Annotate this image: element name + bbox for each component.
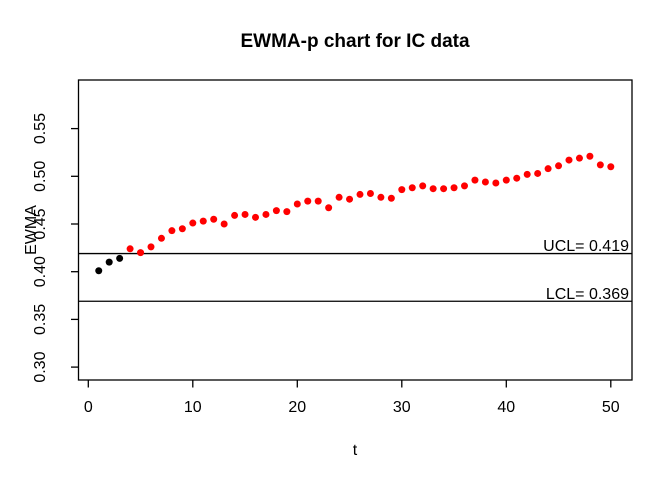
data-point bbox=[325, 204, 333, 212]
y-tick-label: 0.45 bbox=[32, 208, 49, 239]
data-point bbox=[220, 220, 228, 228]
data-point bbox=[178, 225, 186, 233]
y-axis-title: EWMA bbox=[23, 205, 40, 255]
data-point bbox=[387, 194, 395, 202]
x-tick-label: 50 bbox=[602, 399, 620, 416]
y-tick-label: 0.40 bbox=[32, 256, 49, 287]
data-point bbox=[210, 215, 218, 223]
data-point bbox=[450, 184, 458, 192]
x-tick-label: 40 bbox=[497, 399, 515, 416]
data-point bbox=[607, 163, 615, 171]
x-tick-label: 10 bbox=[184, 399, 202, 416]
y-tick-label: 0.50 bbox=[32, 161, 49, 192]
x-tick-label: 20 bbox=[288, 399, 306, 416]
data-point bbox=[429, 185, 437, 193]
data-point bbox=[126, 245, 134, 253]
data-point bbox=[377, 193, 385, 201]
data-point bbox=[513, 174, 521, 182]
data-point bbox=[492, 179, 500, 187]
data-point bbox=[555, 162, 563, 170]
data-point bbox=[199, 217, 207, 225]
data-point bbox=[523, 170, 531, 178]
data-point bbox=[137, 249, 145, 257]
data-point bbox=[168, 227, 176, 235]
data-point bbox=[346, 195, 354, 203]
y-tick-label: 0.55 bbox=[32, 113, 49, 144]
x-tick-label: 30 bbox=[393, 399, 411, 416]
data-point bbox=[565, 156, 573, 164]
data-point bbox=[304, 197, 312, 205]
lcl-label: LCL= 0.369 bbox=[546, 286, 629, 303]
data-point bbox=[419, 182, 427, 190]
data-point bbox=[252, 213, 259, 221]
x-axis-title: t bbox=[353, 442, 358, 459]
data-point bbox=[471, 176, 479, 184]
data-point bbox=[293, 200, 301, 208]
data-point bbox=[157, 234, 165, 242]
data-point bbox=[534, 169, 542, 177]
data-point bbox=[314, 197, 322, 205]
data-point bbox=[408, 184, 416, 192]
data-point bbox=[116, 254, 124, 262]
data-point bbox=[95, 267, 103, 275]
data-point bbox=[272, 207, 280, 215]
data-point bbox=[262, 210, 270, 218]
data-point bbox=[502, 176, 510, 184]
data-point bbox=[481, 178, 489, 186]
data-point bbox=[440, 185, 448, 193]
data-point bbox=[283, 208, 291, 216]
data-point bbox=[544, 165, 552, 173]
x-tick-label: 0 bbox=[84, 399, 93, 416]
data-point bbox=[596, 161, 604, 169]
data-point bbox=[189, 219, 197, 227]
data-point bbox=[335, 193, 343, 201]
y-tick-label: 0.30 bbox=[32, 351, 49, 382]
data-point bbox=[231, 211, 239, 219]
data-point bbox=[147, 243, 155, 251]
x-axis: 0 10 20 30 40 50 bbox=[84, 380, 620, 416]
plot-box bbox=[77, 79, 633, 381]
y-tick-label: 0.35 bbox=[32, 304, 49, 335]
data-point bbox=[366, 189, 374, 197]
data-point bbox=[398, 186, 406, 194]
data-point bbox=[241, 210, 249, 218]
ucl-label: UCL= 0.419 bbox=[543, 238, 629, 255]
data-point bbox=[586, 152, 594, 160]
data-points bbox=[95, 152, 615, 275]
data-point bbox=[575, 154, 583, 162]
data-point bbox=[461, 182, 468, 190]
data-point bbox=[356, 190, 364, 198]
data-point bbox=[105, 258, 113, 266]
y-axis: 0.30 0.35 0.40 0.45 0.50 0.55 bbox=[32, 113, 79, 383]
chart-title: EWMA-p chart for IC data bbox=[240, 31, 469, 52]
